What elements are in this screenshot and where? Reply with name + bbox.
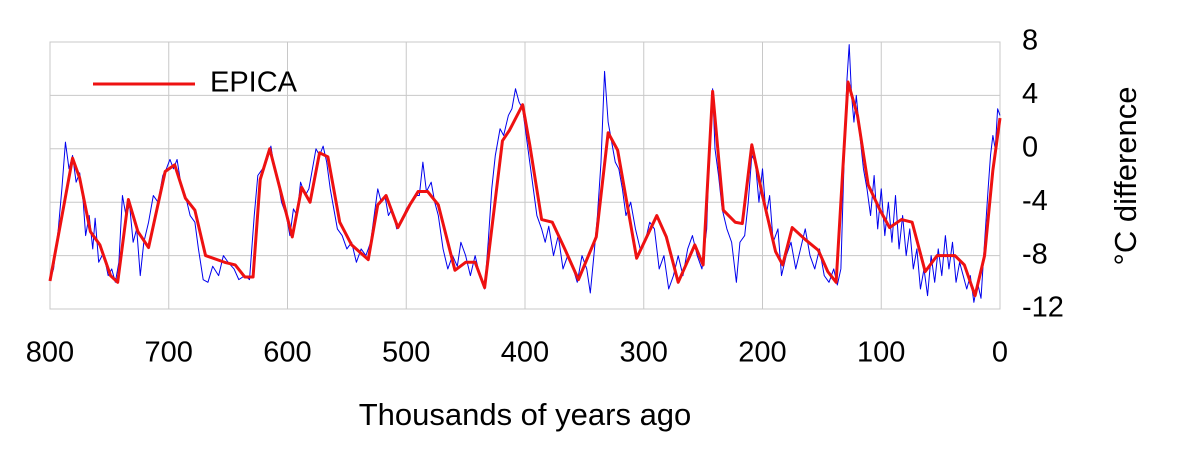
x-tick-label: 0 [992, 337, 1008, 369]
y-tick-label: 4 [1022, 78, 1038, 110]
y-tick-label: 8 [1022, 25, 1038, 57]
y-tick-label: -8 [1022, 238, 1048, 270]
x-tick-label: 200 [738, 337, 786, 369]
x-tick-label: 800 [26, 337, 74, 369]
y-tick-label: -4 [1022, 185, 1048, 217]
x-tick-label: 400 [501, 337, 549, 369]
x-tick-label: 600 [263, 337, 311, 369]
x-axis-label: Thousands of years ago [359, 397, 692, 432]
data-line [49, 44, 1001, 303]
y-tick-label: 0 [1022, 131, 1038, 163]
x-tick-label: 700 [145, 337, 193, 369]
data-line [48, 80, 1002, 298]
x-tick-label: 500 [382, 337, 430, 369]
y-tick-label: -12 [1022, 292, 1064, 324]
x-tick-label: 100 [857, 337, 905, 369]
y-axis-label: °C difference [1108, 87, 1143, 266]
x-tick-label: 300 [620, 337, 668, 369]
legend-label: EPICA [210, 67, 298, 99]
plot-frame [49, 41, 1001, 310]
